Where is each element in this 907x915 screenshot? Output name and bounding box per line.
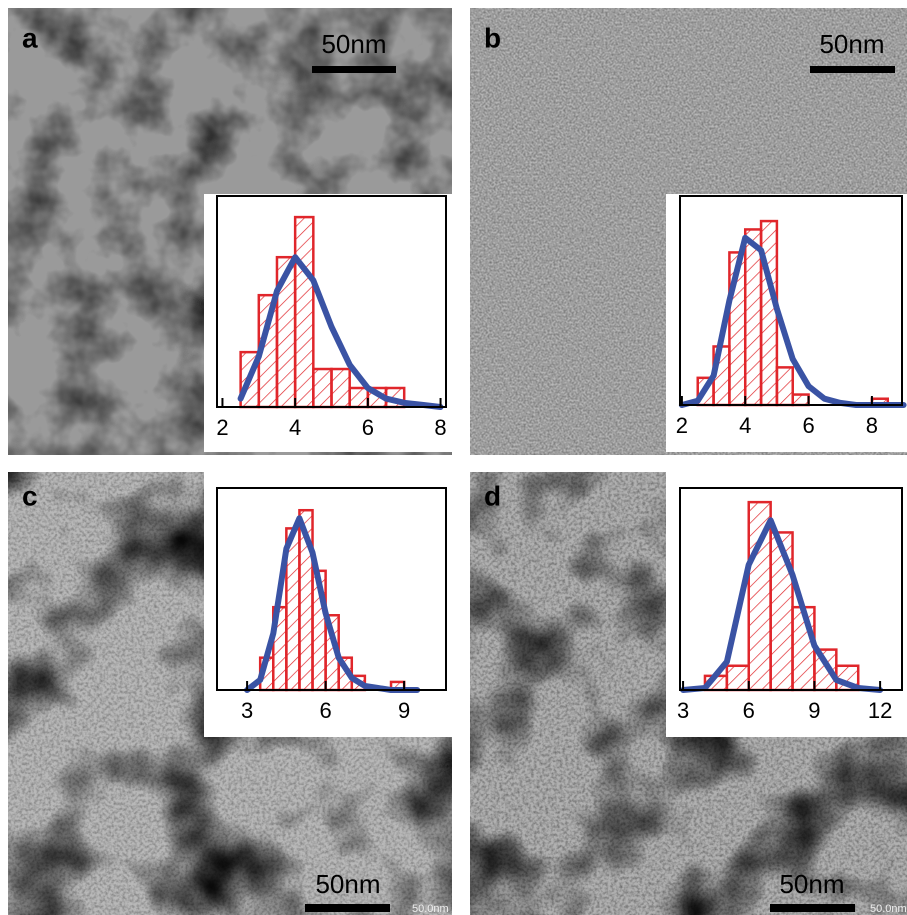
scale-bar	[810, 66, 895, 73]
panel-label: d	[484, 480, 501, 511]
bar	[769, 531, 794, 692]
bar	[743, 228, 763, 407]
histogram-inset: 2 4 6 8	[216, 195, 447, 440]
fit-curve	[680, 517, 884, 693]
scale-bar	[312, 66, 396, 73]
panel-label: c	[22, 480, 38, 511]
bar	[348, 386, 370, 409]
instrument-label: 50.0nm	[412, 903, 449, 915]
histogram-inset: 2 4 6 8	[676, 195, 907, 438]
x-tick-label: 9	[398, 698, 410, 723]
scale-bar	[305, 904, 390, 912]
inset-background	[666, 194, 907, 452]
scale-label: 50nm	[819, 29, 884, 59]
bar	[775, 366, 794, 407]
plot-frame	[679, 487, 903, 691]
bar	[330, 367, 351, 409]
x-tick-label: 2	[216, 415, 228, 440]
scale-label: 50nm	[315, 869, 380, 899]
x-tick-label: 2	[676, 413, 688, 438]
x-tick-label: 9	[808, 698, 820, 723]
fit-curve	[237, 254, 444, 410]
bar	[725, 664, 750, 692]
x-tick-label: 3	[677, 698, 689, 723]
x-tick-label: 6	[802, 413, 814, 438]
x-tick-label: 8	[866, 413, 878, 438]
x-tick-label: 6	[743, 698, 755, 723]
plot-frame	[679, 195, 903, 406]
scale-bar	[770, 904, 855, 912]
x-tick-label: 6	[362, 415, 374, 440]
scale-label: 50nm	[779, 869, 844, 899]
scale-label: 50nm	[321, 29, 386, 59]
x-tick-label: 4	[739, 413, 751, 438]
instrument-label: 50.0nm	[870, 903, 907, 915]
panel-label: b	[484, 22, 501, 53]
bar	[293, 215, 315, 409]
bar	[791, 393, 810, 407]
x-tick-label: 8	[434, 415, 446, 440]
histogram-inset: 3 6 9 12	[677, 487, 903, 723]
panel-label: a	[22, 22, 38, 53]
x-tick-label: 4	[289, 415, 301, 440]
plot-frame	[216, 195, 447, 408]
plot-frame	[216, 487, 447, 691]
x-tick-label: 3	[241, 698, 253, 723]
bar	[312, 367, 333, 409]
x-tick-label: 6	[319, 698, 331, 723]
x-tick-label: 12	[868, 698, 892, 723]
histogram-inset: 3 6 9	[216, 487, 447, 723]
